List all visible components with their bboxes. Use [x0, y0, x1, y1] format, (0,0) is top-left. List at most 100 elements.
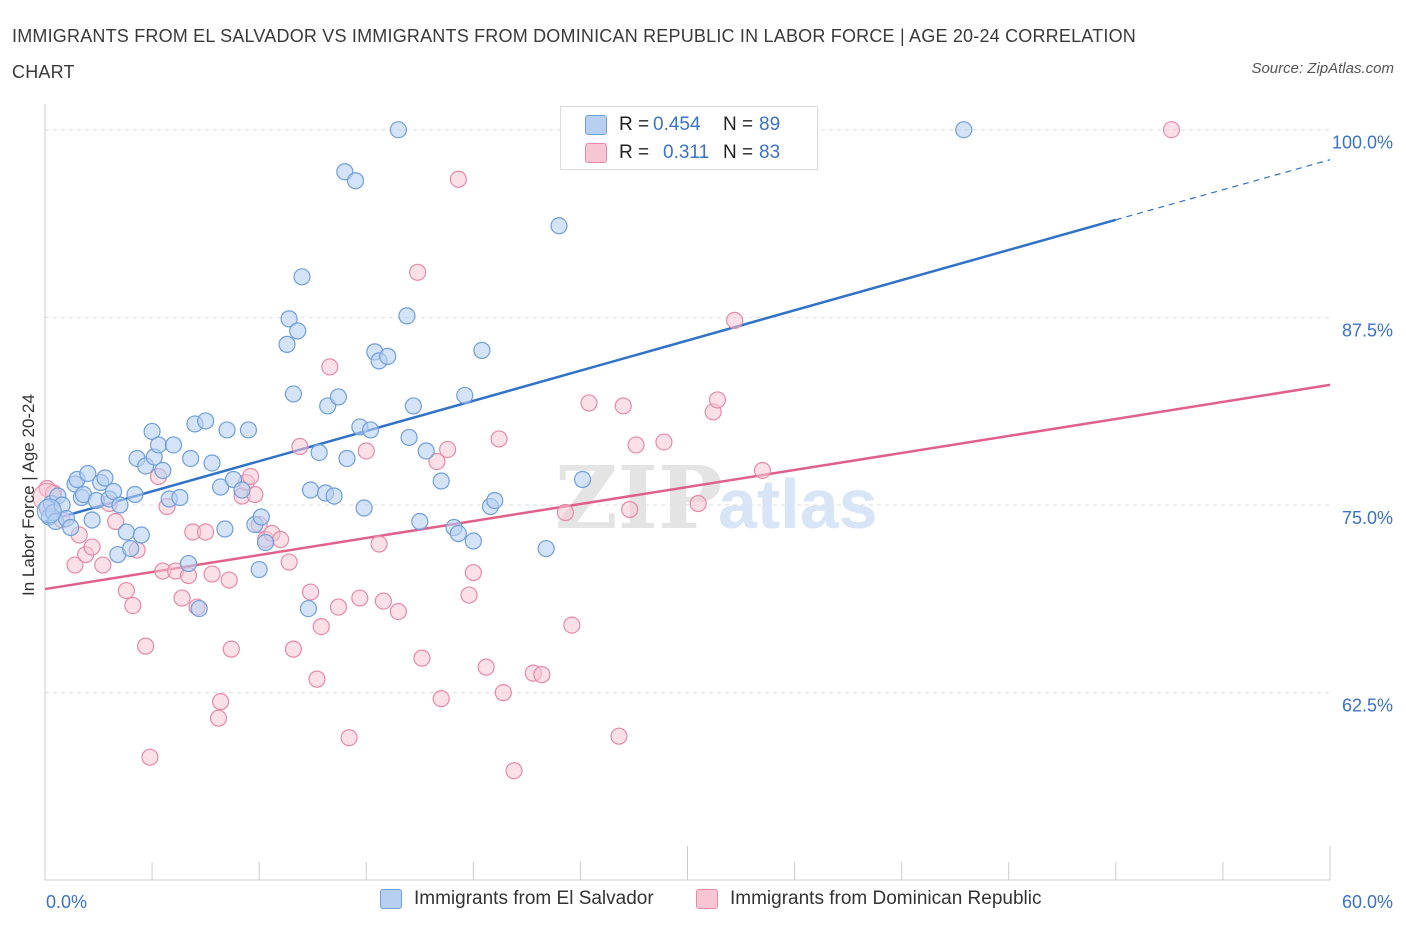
data-point-dominican-republic [94, 556, 112, 574]
data-point-dominican-republic [83, 538, 101, 556]
data-point-dominican-republic [242, 467, 260, 486]
data-point-el-salvador [325, 487, 343, 505]
data-point-el-salvador [955, 121, 973, 139]
data-point-dominican-republic [212, 693, 230, 711]
data-point-dominican-republic [329, 598, 348, 616]
data-point-el-salvador [486, 491, 504, 510]
data-point-el-salvador [190, 599, 208, 618]
data-point-dominican-republic [389, 602, 407, 621]
data-point-el-salvador [252, 508, 270, 526]
data-point-el-salvador [417, 442, 435, 460]
data-point-dominican-republic [312, 618, 330, 636]
data-point-dominican-republic [409, 263, 427, 281]
data-point-dominican-republic [351, 589, 369, 607]
data-point-dominican-republic [271, 530, 290, 549]
trend-line-dominican-republic [44, 383, 1331, 591]
data-point-dominican-republic [614, 397, 632, 415]
data-point-dominican-republic [432, 690, 450, 708]
data-point-dominican-republic [477, 658, 495, 676]
data-point-el-salvador [355, 499, 373, 517]
data-point-el-salvador [122, 539, 140, 558]
legend-item-el-salvador: Immigrants from El Salvador [380, 888, 654, 910]
data-point-dominican-republic [610, 727, 628, 745]
y-tick-label: 100.0% [1332, 133, 1393, 153]
data-point-el-salvador [132, 526, 150, 544]
data-point-dominican-republic [340, 729, 358, 747]
data-point-el-salvador [346, 172, 365, 190]
legend-label-dominican-republic: Immigrants from Dominican Republic [730, 888, 1042, 909]
data-point-el-salvador [284, 385, 303, 403]
data-point-dominican-republic [137, 637, 155, 655]
data-point-el-salvador [62, 518, 80, 537]
source-label: Source: ZipAtlas.com [1251, 60, 1394, 77]
data-point-dominican-republic [556, 503, 575, 522]
data-point-dominican-republic [494, 684, 512, 702]
data-point-el-salvador [293, 268, 311, 286]
data-point-el-salvador [111, 496, 129, 514]
data-point-el-salvador [400, 428, 418, 447]
data-point-dominican-republic [280, 553, 298, 571]
data-point-el-salvador [280, 310, 298, 328]
trend-line-el-salvador-extension [1115, 159, 1331, 221]
data-point-el-salvador [361, 421, 380, 439]
data-point-dominican-republic [209, 709, 228, 727]
data-point-el-salvador [301, 481, 320, 499]
data-point-el-salvador [218, 421, 236, 439]
data-point-dominican-republic [464, 563, 482, 582]
data-point-el-salvador [310, 443, 328, 462]
data-point-el-salvador [379, 347, 397, 365]
data-point-dominican-republic [141, 748, 159, 766]
data-point-dominican-republic [708, 391, 727, 409]
data-point-el-salvador [550, 217, 568, 235]
legend-swatch-pink [696, 889, 718, 909]
data-point-dominican-republic [689, 494, 707, 513]
data-point-el-salvador [537, 539, 555, 558]
trend-lines [44, 159, 1331, 591]
data-point-el-salvador [456, 386, 474, 405]
data-point-el-salvador [278, 335, 296, 353]
legend-row-el-salvador: R = 0.454 N = 89 [585, 111, 780, 139]
legend-swatch-blue [585, 115, 607, 135]
data-point-dominican-republic [173, 589, 191, 607]
data-point-el-salvador [164, 436, 183, 454]
data-point-el-salvador [432, 472, 450, 490]
data-point-el-salvador [250, 560, 268, 579]
data-point-dominican-republic [124, 596, 142, 615]
data-point-el-salvador [182, 449, 200, 468]
data-point-dominican-republic [301, 583, 320, 601]
chart-title: IMMIGRANTS FROM EL SALVADOR VS IMMIGRANT… [12, 26, 1136, 82]
data-point-el-salvador [117, 523, 135, 541]
data-point-el-salvador-cluster [36, 498, 62, 524]
data-point-dominican-republic [197, 523, 215, 541]
data-point-el-salvador [449, 524, 467, 543]
data-point-dominican-republic [284, 640, 303, 658]
series-legend: Immigrants from El Salvador Immigrants f… [0, 888, 1406, 916]
data-point-dominican-republic [655, 433, 673, 451]
data-point-dominican-republic [220, 571, 238, 589]
data-point-el-salvador [233, 481, 251, 499]
data-point-dominican-republic [449, 170, 467, 188]
data-point-dominican-republic [66, 556, 84, 574]
data-point-el-salvador [473, 341, 491, 359]
legend-n-value: 89 [759, 114, 781, 135]
data-point-dominican-republic [203, 565, 221, 583]
y-tick-label: 62.5% [1342, 696, 1393, 716]
legend-swatch-pink [585, 143, 607, 163]
data-point-el-salvador [197, 412, 215, 430]
legend-r-value: 0.311 [663, 142, 710, 163]
correlation-legend: R = 0.454 N = 89 R = 0.311 N = 83 [560, 106, 818, 170]
data-point-dominican-republic [374, 592, 392, 610]
legend-n-value: 83 [759, 142, 781, 163]
legend-r-label: R = [619, 142, 650, 163]
legend-swatch-blue [380, 889, 402, 909]
data-point-el-salvador [126, 485, 144, 504]
data-point-dominican-republic [428, 452, 446, 471]
legend-r-label: R = [619, 114, 650, 135]
data-point-dominican-republic [117, 581, 135, 600]
data-point-dominican-republic [308, 670, 326, 688]
data-point-el-salvador [256, 533, 275, 552]
data-point-el-salvador [338, 449, 356, 468]
data-point-dominican-republic [753, 461, 772, 480]
data-point-el-salvador [216, 520, 234, 538]
